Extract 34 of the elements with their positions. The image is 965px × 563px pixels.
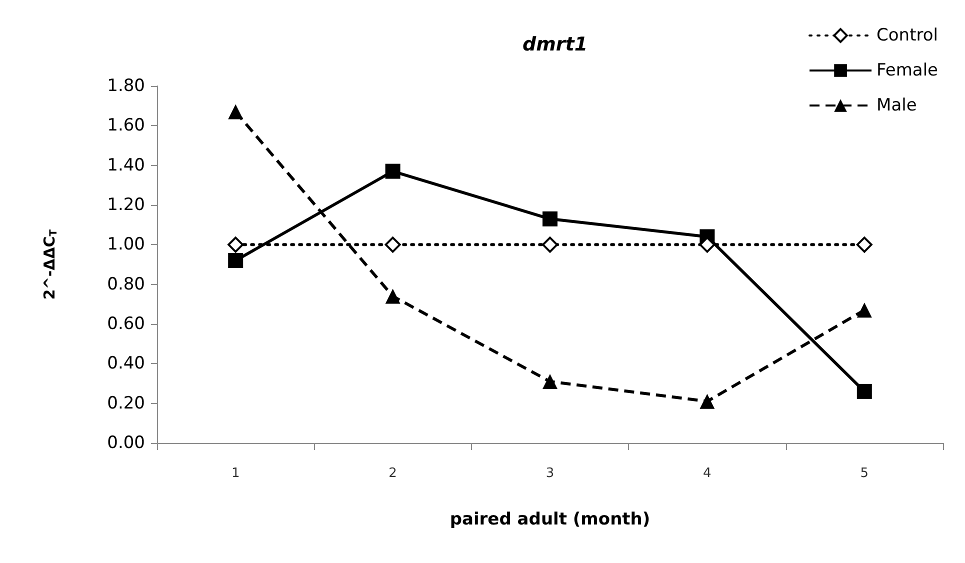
x-tick-label: 1	[231, 466, 240, 481]
legend-label: Male	[876, 96, 917, 116]
point	[542, 236, 558, 253]
y-tick-label: 1.40	[107, 155, 145, 176]
point	[856, 236, 872, 253]
y-tick-label: 1.80	[107, 76, 145, 96]
point	[385, 288, 400, 304]
point	[384, 236, 401, 253]
y-axis-title: 2^-ΔΔCT	[40, 229, 60, 300]
point	[856, 384, 872, 399]
chart-title: dmrt1	[522, 34, 588, 56]
point	[542, 374, 558, 390]
y-tick-label: 0.80	[107, 274, 145, 294]
y-tick-label: 1.00	[107, 234, 145, 255]
point	[856, 302, 872, 318]
x-axis-title: paired adult (month)	[450, 510, 650, 530]
legend-label: Female	[876, 60, 938, 80]
point	[228, 253, 244, 268]
x-tick-label: 4	[703, 466, 712, 481]
y-tick-label: 0.40	[107, 354, 145, 374]
point	[228, 104, 244, 120]
y-tick-label: 0.60	[107, 314, 145, 334]
y-tick-label: 1.20	[107, 195, 145, 215]
y-tick-label: 1.60	[107, 116, 145, 136]
legend-label: Control	[876, 26, 938, 46]
point	[228, 236, 244, 253]
point	[542, 211, 558, 226]
y-tick-label: 0.20	[107, 393, 145, 414]
point	[385, 164, 400, 179]
x-tick-label: 3	[546, 466, 554, 481]
x-tick-label: 2	[388, 466, 397, 481]
x-tick-label: 5	[860, 466, 869, 481]
point	[700, 394, 715, 409]
y-tick-label: 0.00	[107, 433, 145, 453]
